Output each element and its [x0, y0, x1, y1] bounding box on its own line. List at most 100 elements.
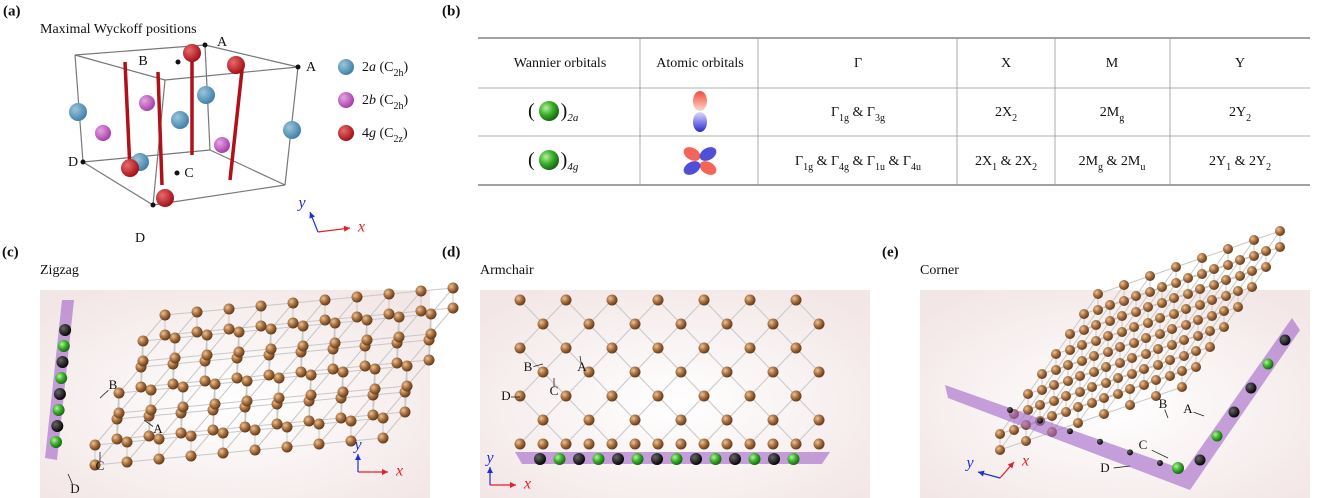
x-axis-label: x — [357, 219, 365, 236]
atom — [745, 295, 756, 306]
edge-atom — [1172, 462, 1184, 474]
atom — [1221, 275, 1231, 285]
atom — [402, 361, 413, 372]
atom — [266, 324, 277, 335]
atom — [256, 301, 267, 312]
atom — [1153, 360, 1163, 370]
edge-atom — [729, 453, 741, 465]
y-axis-label: y — [484, 450, 494, 467]
atom — [1155, 329, 1165, 339]
edge-atom — [57, 356, 69, 368]
atom — [122, 457, 133, 468]
wannier-orbital — [539, 150, 559, 170]
atom — [584, 439, 595, 450]
atom — [1235, 255, 1245, 265]
atom — [1117, 327, 1127, 337]
point-dot — [176, 60, 181, 65]
atom — [1077, 356, 1087, 366]
edge-atom — [788, 453, 800, 465]
atom — [1037, 385, 1047, 395]
text-segment: & 2M — [1103, 154, 1141, 169]
atom — [352, 312, 363, 323]
atom — [1209, 280, 1219, 290]
atom — [136, 382, 147, 393]
atom — [676, 439, 687, 450]
atom — [722, 439, 733, 450]
point-label: B — [109, 377, 118, 392]
atom — [392, 358, 403, 369]
atom — [1219, 322, 1229, 332]
point-label: A — [153, 421, 163, 436]
text-segment: 2X — [995, 105, 1012, 120]
atom — [1073, 418, 1083, 428]
text-segment: 2 — [1012, 113, 1017, 124]
panel-title: Zigzag — [40, 263, 79, 278]
atom — [138, 336, 149, 347]
edge-atom — [1037, 418, 1043, 424]
panel-tag: (c) — [2, 244, 19, 260]
atom — [561, 295, 572, 306]
x-arrow-head — [344, 225, 351, 232]
atom — [791, 295, 802, 306]
text-segment: (C — [376, 60, 394, 75]
table-header: Γ — [854, 56, 862, 71]
atom — [1099, 393, 1109, 403]
atom — [1087, 382, 1097, 392]
atom — [370, 384, 381, 395]
atom — [1167, 324, 1177, 334]
atom — [768, 415, 779, 426]
atom — [328, 364, 339, 375]
text-segment: b — [369, 93, 376, 108]
atom — [218, 428, 229, 439]
atom — [1143, 318, 1153, 328]
atom — [1233, 302, 1243, 312]
point-label: A — [217, 35, 228, 50]
atom — [561, 343, 572, 354]
panel-title: Armchair — [480, 263, 534, 278]
atom — [146, 405, 157, 416]
sphere — [95, 125, 111, 141]
atom — [1119, 296, 1129, 306]
atom — [298, 341, 309, 352]
atom — [1099, 409, 1109, 419]
edge-atom — [53, 404, 65, 416]
atom — [242, 376, 253, 387]
text-segment: Γ — [795, 154, 803, 169]
text-segment: a — [369, 60, 376, 75]
atom — [1049, 396, 1059, 406]
atom — [995, 429, 1005, 439]
y-axis-label: y — [352, 437, 362, 454]
atom — [1223, 260, 1233, 270]
atom — [1139, 364, 1149, 374]
legend-label: 2b (C2h) — [362, 93, 409, 112]
atom — [791, 343, 802, 354]
atom — [1193, 331, 1203, 341]
atom — [561, 439, 572, 450]
atom — [1119, 280, 1129, 290]
atom — [1101, 362, 1111, 372]
atom — [722, 415, 733, 426]
atom — [362, 315, 373, 326]
atom — [274, 373, 285, 384]
atom — [176, 428, 187, 439]
text-segment: ) — [403, 126, 408, 141]
atom — [1141, 349, 1151, 359]
wannier-orbital — [539, 101, 559, 121]
figure: (a)Maximal Wyckoff positionsAABCDD2a (C2… — [0, 0, 1325, 498]
atom — [1115, 358, 1125, 368]
atom — [448, 283, 459, 294]
text-segment: 4u — [911, 162, 921, 173]
box-edge — [210, 150, 285, 185]
atom — [320, 295, 331, 306]
atom — [314, 439, 325, 450]
table-cell: 2Mg & 2Mu — [1079, 154, 1146, 173]
atom — [138, 356, 149, 367]
panel-tag: (a) — [3, 3, 21, 19]
atom — [168, 379, 179, 390]
point-label: D — [68, 155, 78, 170]
atom — [1089, 367, 1099, 377]
edge-atom — [1212, 431, 1223, 442]
atom — [384, 289, 395, 300]
point-label: A — [577, 359, 587, 374]
text-segment: 4g — [839, 162, 849, 173]
